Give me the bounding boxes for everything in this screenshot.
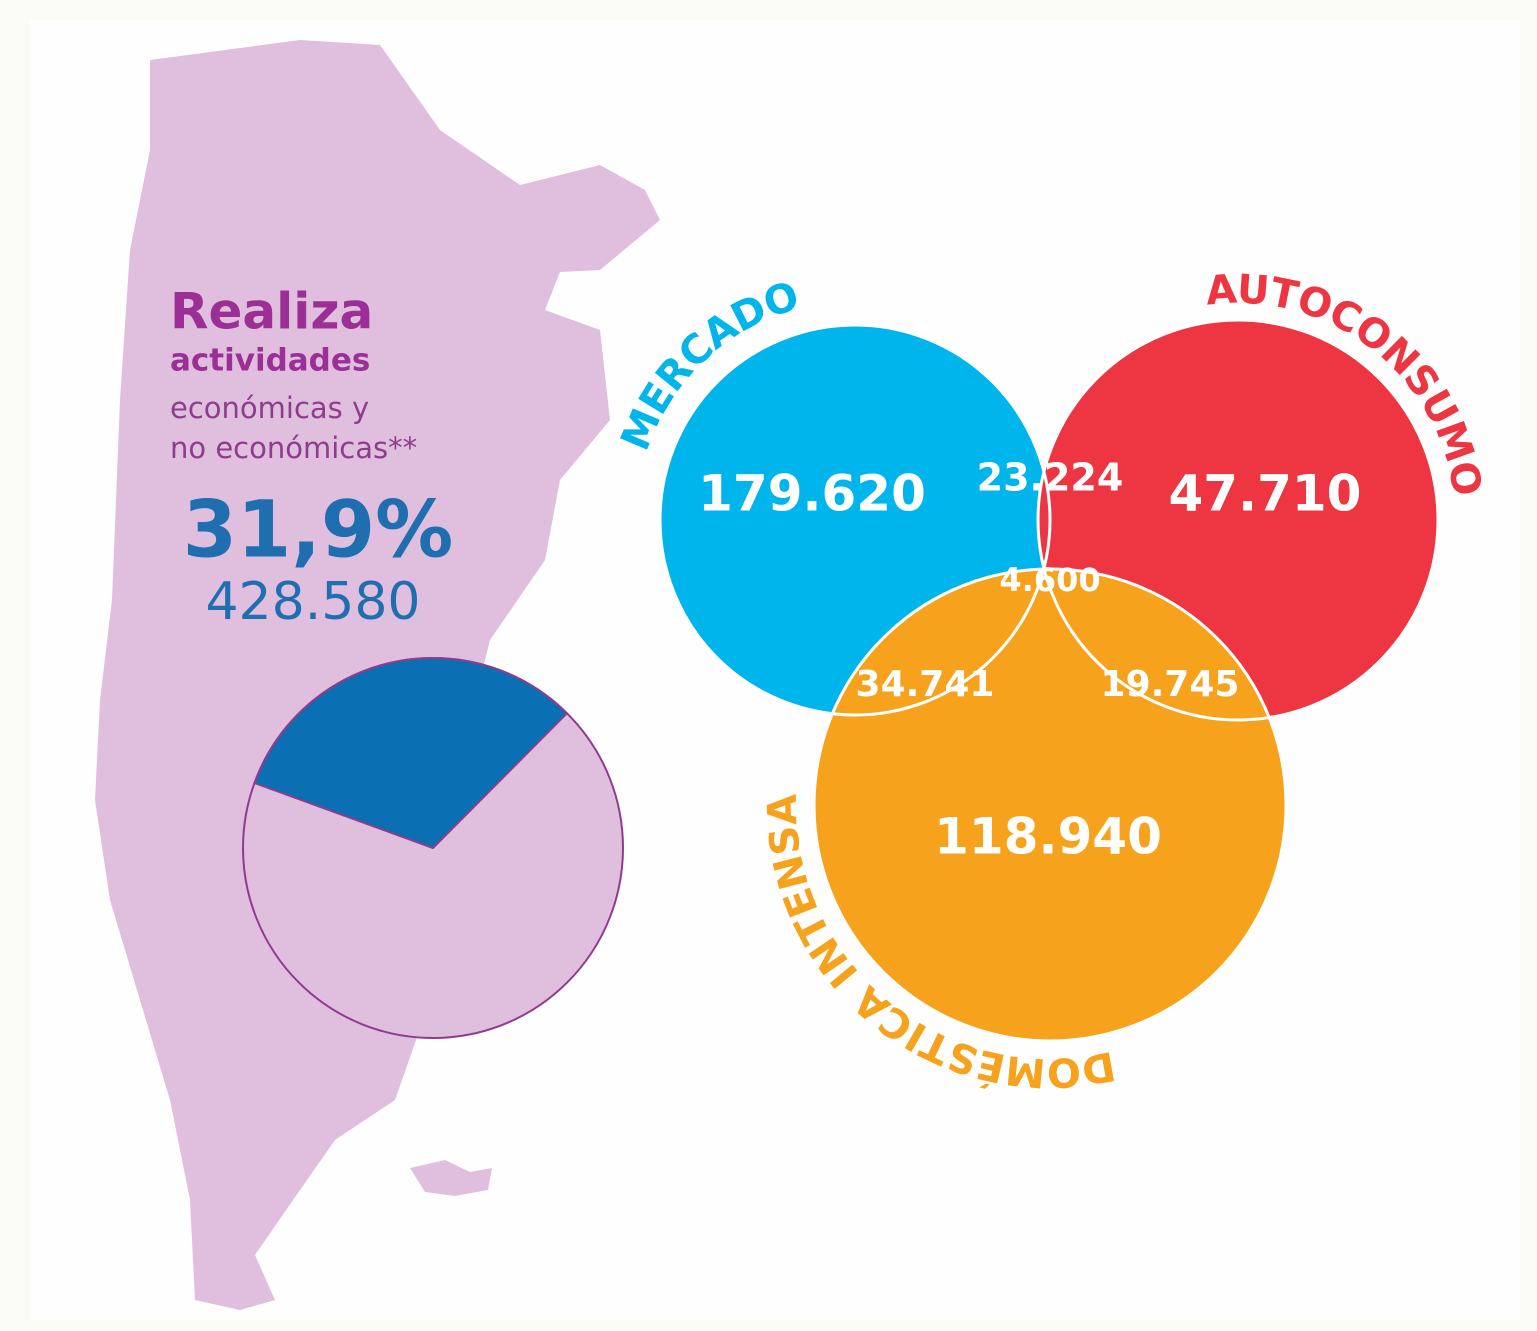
percentage: 31,9% xyxy=(183,485,454,575)
venn-value: 34.741 xyxy=(856,664,995,705)
venn-value: 47.710 xyxy=(1169,465,1362,523)
venn-region xyxy=(814,569,1286,1041)
venn-outline xyxy=(1036,318,1440,722)
venn-outline xyxy=(812,567,1288,1043)
subtitle: no económicas** xyxy=(170,431,417,465)
subtitle: económicas y xyxy=(170,391,369,425)
pie-slice xyxy=(253,657,569,850)
total: 428.580 xyxy=(205,572,420,632)
subtitle: actividades xyxy=(170,343,370,379)
venn-value: 118.940 xyxy=(934,808,1162,866)
islands xyxy=(410,1160,492,1196)
venn-value: 179.620 xyxy=(698,465,926,523)
venn-outline xyxy=(658,323,1052,717)
title: Realiza xyxy=(170,283,373,341)
venn-value: 4.600 xyxy=(999,561,1100,599)
venn-value: 19.745 xyxy=(1101,664,1240,705)
venn-value: 23.224 xyxy=(977,456,1124,500)
